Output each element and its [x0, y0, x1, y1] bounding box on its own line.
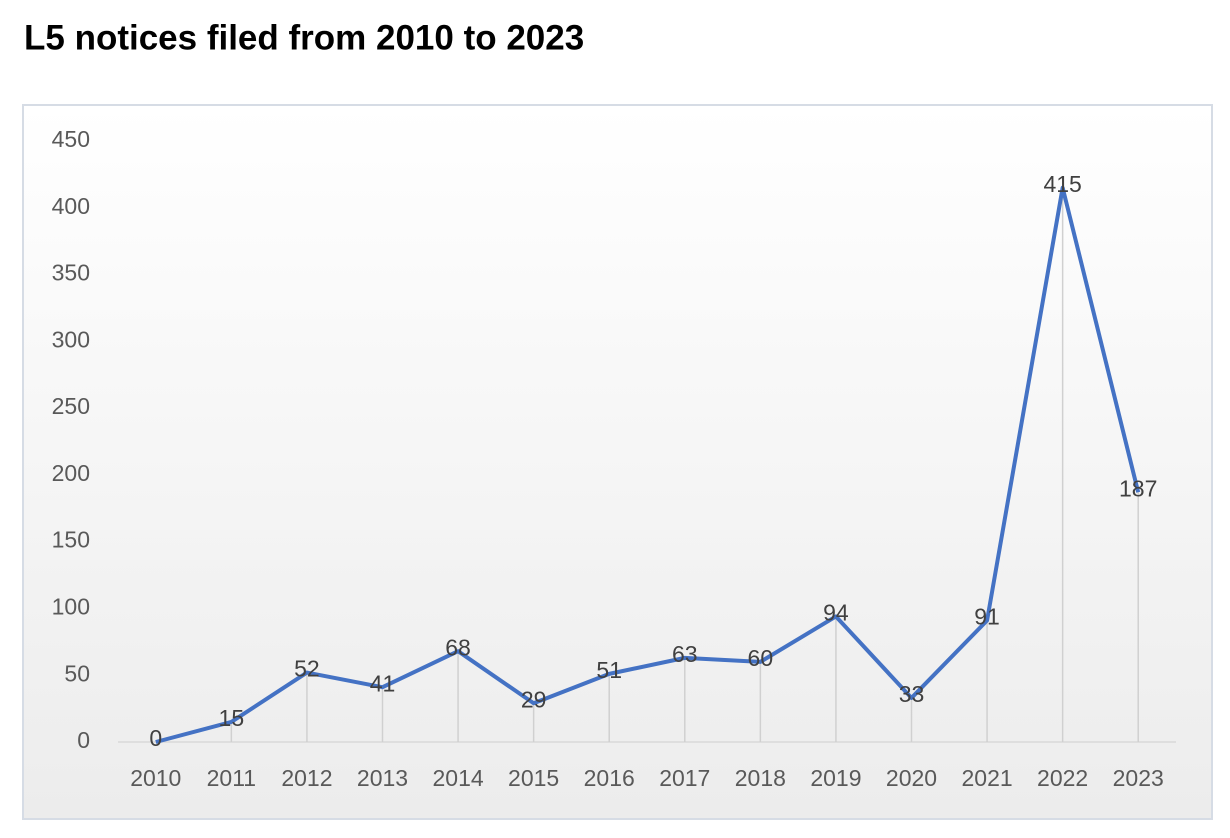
x-tick-label: 2012 [281, 765, 332, 791]
data-label: 63 [672, 641, 698, 667]
data-label: 60 [748, 645, 774, 671]
x-tick-label: 2018 [735, 765, 786, 791]
data-label: 52 [294, 656, 320, 682]
x-tick-label: 2016 [584, 765, 635, 791]
x-tick-label: 2013 [357, 765, 408, 791]
y-tick-label: 400 [52, 193, 90, 219]
data-label: 187 [1119, 475, 1157, 501]
x-tick-label: 2023 [1113, 765, 1164, 791]
line-series [155, 185, 1141, 744]
data-label: 33 [899, 681, 925, 707]
data-label: 91 [974, 604, 1000, 630]
y-tick-label: 0 [77, 727, 90, 753]
data-label: 51 [596, 657, 622, 683]
chart-area [22, 104, 1213, 820]
data-label: 41 [370, 670, 396, 696]
y-tick-label: 350 [52, 260, 90, 286]
data-label: 94 [823, 600, 849, 626]
y-tick-label: 150 [52, 527, 90, 553]
y-tick-label: 300 [52, 326, 90, 352]
data-label: 68 [445, 634, 471, 660]
x-tick-label: 2017 [659, 765, 710, 791]
x-tick-label: 2019 [810, 765, 861, 791]
x-tick-label: 2021 [961, 765, 1012, 791]
y-tick-label: 250 [52, 393, 90, 419]
x-tick-label: 2022 [1037, 765, 1088, 791]
x-tick-label: 2020 [886, 765, 937, 791]
y-tick-label: 100 [52, 594, 90, 620]
y-tick-label: 450 [52, 126, 90, 152]
data-label: 29 [521, 686, 547, 712]
data-label: 0 [149, 725, 162, 751]
x-tick-label: 2015 [508, 765, 559, 791]
y-tick-label: 200 [52, 460, 90, 486]
x-tick-label: 2010 [130, 765, 181, 791]
y-tick-label: 50 [64, 660, 90, 686]
x-tick-label: 2011 [207, 765, 256, 791]
data-label: 415 [1043, 171, 1081, 197]
data-label: 15 [219, 705, 245, 731]
chart-title: L5 notices filed from 2010 to 2023 [24, 18, 584, 57]
x-tick-label: 2014 [432, 765, 483, 791]
